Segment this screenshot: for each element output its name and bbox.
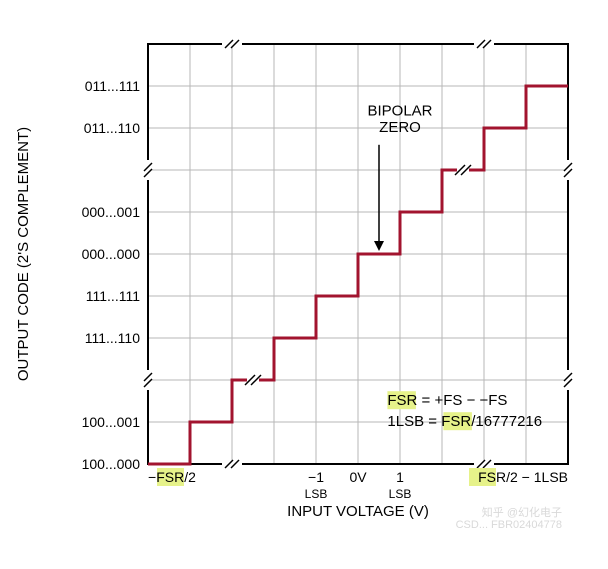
x-tick-label: 0V [349, 469, 367, 485]
formula-line: 1LSB = FSR/16777216 [387, 413, 542, 430]
y-tick-label: 011...111 [85, 78, 140, 94]
watermark: CSD... FBR02404778 [456, 519, 562, 531]
y-axis-title: OUTPUT CODE (2'S COMPLEMENT) [15, 127, 32, 381]
x-tick-sublabel: LSB [389, 487, 412, 501]
y-tick-label: 111...111 [86, 288, 140, 304]
x-tick-label: 1 [396, 469, 404, 485]
x-axis-title: INPUT VOLTAGE (V) [287, 503, 429, 520]
x-tick-label: −1 [308, 469, 324, 485]
y-tick-label: 100...000 [82, 456, 141, 472]
watermark: 知乎 @幻化电子 [482, 505, 562, 519]
adc-transfer-chart: 011...111 011...110 000...001 000...000 111.… [10, 10, 598, 559]
annotation-zero: ZERO [379, 119, 421, 136]
annotation-bipolar: BIPOLAR [367, 102, 432, 119]
y-tick-label: 111...110 [85, 330, 140, 346]
x-tick-label: −FSR/2 [148, 469, 196, 485]
y-tick-label: 000...001 [82, 204, 141, 220]
formula-line: FSR = +FS − −FS [387, 392, 507, 409]
y-tick-label: 011...110 [84, 120, 141, 136]
y-tick-label: 100...001 [82, 414, 141, 430]
y-tick-label: 000...000 [82, 246, 141, 262]
x-tick-sublabel: LSB [305, 487, 328, 501]
x-tick-label: FSR/2 − 1LSB [478, 469, 568, 485]
